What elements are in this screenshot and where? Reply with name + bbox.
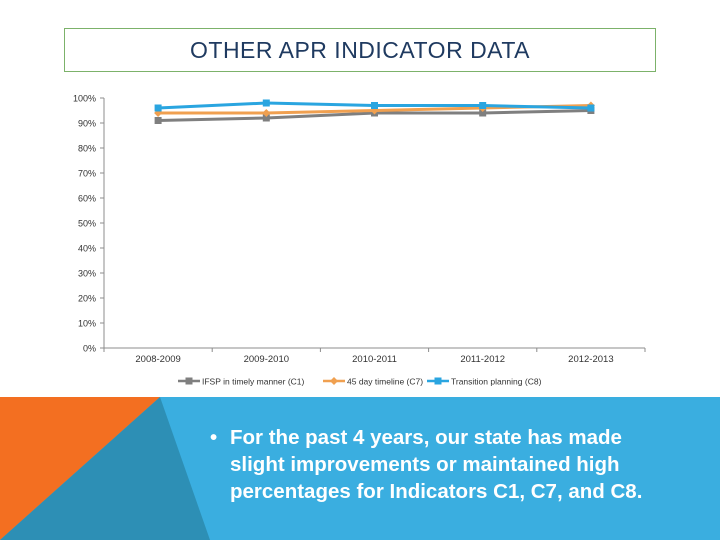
bullet-text: For the past 4 years, our state has made… bbox=[230, 426, 643, 503]
chart-series bbox=[154, 99, 595, 124]
legend-swatch-marker bbox=[330, 377, 338, 385]
y-tick-label: 0% bbox=[83, 344, 96, 354]
y-tick-label: 70% bbox=[78, 169, 96, 179]
data-point bbox=[154, 117, 162, 124]
y-tick-label: 100% bbox=[73, 94, 96, 104]
series-3 bbox=[154, 99, 595, 112]
data-point bbox=[154, 104, 162, 112]
data-point bbox=[479, 102, 487, 109]
bottom-band bbox=[0, 397, 720, 540]
y-tick-label: 80% bbox=[78, 144, 96, 154]
y-tick-label: 20% bbox=[78, 294, 96, 304]
slide-title: OTHER APR INDICATOR DATA bbox=[190, 36, 530, 63]
legend-swatch-marker bbox=[434, 377, 442, 385]
chart-axes bbox=[100, 97, 646, 352]
bullet-dot: • bbox=[210, 426, 218, 449]
legend-item: IFSP in timely manner (C1) bbox=[178, 377, 305, 387]
x-tick-label: 2011-2012 bbox=[460, 354, 505, 365]
title-box: OTHER APR INDICATOR DATA bbox=[64, 28, 656, 72]
x-tick-label: 2012-2013 bbox=[568, 354, 613, 365]
data-point bbox=[262, 109, 271, 117]
x-tick-label: 2008-2009 bbox=[135, 354, 180, 365]
data-point bbox=[262, 114, 270, 122]
legend-swatch-marker bbox=[185, 377, 193, 385]
data-point bbox=[262, 99, 270, 107]
legend-item: Transition planning (C8) bbox=[427, 377, 542, 387]
legend-label: Transition planning (C8) bbox=[451, 377, 542, 387]
legend-label: 45 day timeline (C7) bbox=[347, 377, 423, 387]
x-tick-label: 2010-2011 bbox=[352, 354, 397, 365]
legend-item: 45 day timeline (C7) bbox=[323, 377, 423, 387]
legend-label: IFSP in timely manner (C1) bbox=[202, 377, 305, 387]
y-tick-label: 30% bbox=[78, 269, 96, 279]
line-chart: 0% 10% 20% 30% 40% 50% 60% 70% 80% 90% 100% 2008-2… bbox=[73, 94, 646, 387]
y-tick-label: 50% bbox=[78, 219, 96, 229]
data-point bbox=[587, 104, 595, 112]
band-teal bbox=[0, 397, 210, 540]
data-point bbox=[371, 102, 378, 109]
y-tick-label: 60% bbox=[78, 194, 96, 204]
chart-legend: IFSP in timely manner (C1) 45 day timelin… bbox=[178, 377, 542, 387]
bullet-point: • For the past 4 years, our state has ma… bbox=[210, 424, 650, 505]
x-tick-labels: 2008-2009 2009-2010 2010-2011 2011-2012 2012… bbox=[135, 354, 613, 365]
y-tick-label: 90% bbox=[78, 119, 96, 129]
y-tick-label: 10% bbox=[78, 319, 96, 329]
x-tick-label: 2009-2010 bbox=[244, 354, 289, 365]
y-tick-labels: 0% 10% 20% 30% 40% 50% 60% 70% 80% 90% 100% bbox=[73, 94, 96, 354]
y-tick-label: 40% bbox=[78, 244, 96, 254]
data-point bbox=[479, 109, 487, 117]
